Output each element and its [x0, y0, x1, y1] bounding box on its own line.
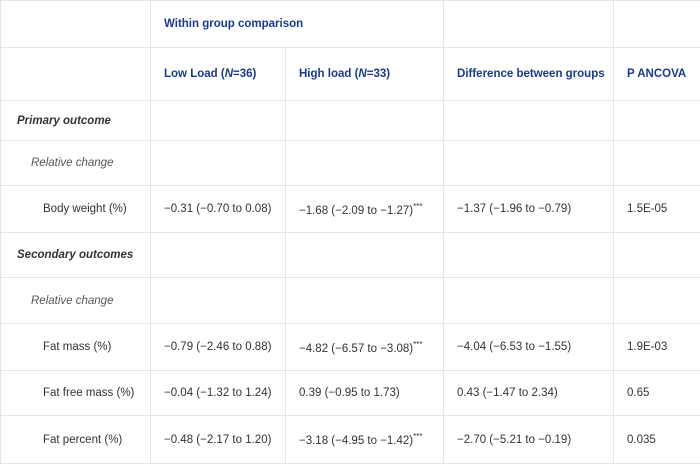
- cell-value: 0.035: [627, 434, 656, 446]
- cell-value: −2.70 (−5.21 to −0.19): [457, 434, 571, 446]
- data-cell: −0.04 (−1.32 to 1.24): [151, 371, 286, 416]
- cell-value: −3.18 (−4.95 to −1.42): [299, 435, 413, 447]
- data-row: Fat percent (%) −0.48 (−2.17 to 1.20) −3.1…: [1, 416, 700, 464]
- data-row: Fat free mass (%) −0.04 (−1.32 to 1.24) 0.…: [1, 371, 700, 416]
- significance: ***: [413, 202, 422, 211]
- header-text: Low Load (: [164, 68, 225, 80]
- empty-cell: [286, 233, 444, 278]
- empty-cell: [444, 1, 614, 48]
- header-text: High load (: [299, 68, 358, 80]
- cell-value: 0.39 (−0.95 to 1.73): [299, 387, 400, 399]
- row-label: Fat free mass (%): [1, 371, 151, 416]
- empty-cell: [286, 278, 444, 324]
- cell-value: 1.5E-05: [627, 203, 667, 215]
- data-row: Fat mass (%) −0.79 (−2.46 to 0.88) −4.82 (…: [1, 324, 700, 371]
- empty-cell: [444, 233, 614, 278]
- data-cell: −4.82 (−6.57 to −3.08)***: [286, 324, 444, 371]
- data-cell: 1.5E-05: [614, 186, 700, 233]
- data-cell: 0.035: [614, 416, 700, 464]
- subsection-title: Relative change: [1, 141, 151, 186]
- empty-cell: [614, 278, 700, 324]
- cell-value: −1.68 (−2.09 to −1.27): [299, 204, 413, 216]
- cell-value: −0.31 (−0.70 to 0.08): [164, 203, 271, 215]
- cell-value: −4.04 (−6.53 to −1.55): [457, 341, 571, 353]
- significance: ***: [413, 340, 422, 349]
- cell-value: −0.48 (−2.17 to 1.20): [164, 434, 271, 446]
- section-title: Primary outcome: [1, 101, 151, 141]
- data-cell: −0.31 (−0.70 to 0.08): [151, 186, 286, 233]
- empty-cell: [151, 141, 286, 186]
- header-italic: N: [358, 68, 366, 80]
- cell-value: −1.37 (−1.96 to −0.79): [457, 203, 571, 215]
- data-cell: −2.70 (−5.21 to −0.19): [444, 416, 614, 464]
- empty-cell: [444, 278, 614, 324]
- data-cell: −1.68 (−2.09 to −1.27)***: [286, 186, 444, 233]
- column-header: Low Load (N=36): [151, 48, 286, 101]
- empty-cell: [1, 1, 151, 48]
- row-label: Fat mass (%): [1, 324, 151, 371]
- data-cell: −0.48 (−2.17 to 1.20): [151, 416, 286, 464]
- data-cell: 0.39 (−0.95 to 1.73): [286, 371, 444, 416]
- empty-cell: [614, 101, 700, 141]
- empty-cell: [151, 233, 286, 278]
- group-header: Within group comparison: [151, 1, 444, 48]
- empty-cell: [286, 141, 444, 186]
- row-label: Body weight (%): [1, 186, 151, 233]
- column-header: Difference between groups: [444, 48, 614, 101]
- data-cell: −3.18 (−4.95 to −1.42)***: [286, 416, 444, 464]
- cell-value: −4.82 (−6.57 to −3.08): [299, 342, 413, 354]
- empty-cell: [444, 101, 614, 141]
- cell-value: −0.04 (−1.32 to 1.24): [164, 387, 271, 399]
- header-text: Difference between groups: [457, 68, 605, 80]
- cell-value: 0.65: [627, 387, 649, 399]
- cell-value: 0.43 (−1.47 to 2.34): [457, 387, 558, 399]
- header-text: =33): [367, 68, 390, 80]
- subsection-row: Relative change: [1, 141, 700, 186]
- header-row: Low Load (N=36)High load (N=33)Differenc…: [1, 48, 700, 101]
- empty-cell: [1, 48, 151, 101]
- section-row: Secondary outcomes: [1, 233, 700, 278]
- column-header: P ANCOVA: [614, 48, 700, 101]
- cell-value: 1.9E-03: [627, 341, 667, 353]
- significance: ***: [413, 432, 422, 441]
- data-cell: −0.79 (−2.46 to 0.88): [151, 324, 286, 371]
- empty-cell: [444, 141, 614, 186]
- header-text: P ANCOVA: [627, 68, 686, 80]
- data-cell: −4.04 (−6.53 to −1.55): [444, 324, 614, 371]
- empty-cell: [614, 1, 700, 48]
- section-title: Secondary outcomes: [1, 233, 151, 278]
- row-label: Fat percent (%): [1, 416, 151, 464]
- data-cell: 1.9E-03: [614, 324, 700, 371]
- section-row: Primary outcome: [1, 101, 700, 141]
- subsection-row: Relative change: [1, 278, 700, 324]
- empty-cell: [151, 278, 286, 324]
- empty-cell: [614, 141, 700, 186]
- data-row: Body weight (%) −0.31 (−0.70 to 0.08) −1.6…: [1, 186, 700, 233]
- header-italic: N: [225, 68, 233, 80]
- data-cell: 0.43 (−1.47 to 2.34): [444, 371, 614, 416]
- data-cell: −1.37 (−1.96 to −0.79): [444, 186, 614, 233]
- data-cell: 0.65: [614, 371, 700, 416]
- empty-cell: [151, 101, 286, 141]
- subsection-title: Relative change: [1, 278, 151, 324]
- header-row: Within group comparison: [1, 1, 700, 48]
- column-header: High load (N=33): [286, 48, 444, 101]
- empty-cell: [614, 233, 700, 278]
- cell-value: −0.79 (−2.46 to 0.88): [164, 341, 271, 353]
- empty-cell: [286, 101, 444, 141]
- header-text: =36): [233, 68, 256, 80]
